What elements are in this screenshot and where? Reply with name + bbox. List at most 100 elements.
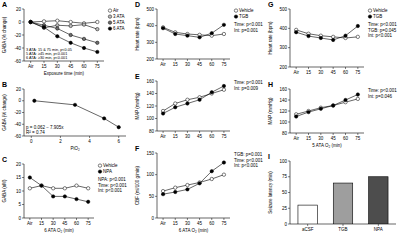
x-tick (175, 218, 176, 220)
x-axis (290, 67, 364, 68)
marker (29, 20, 32, 23)
y-axis (157, 153, 158, 218)
plot-data (161, 84, 225, 115)
x-axis (24, 136, 126, 137)
marker (186, 102, 189, 105)
x-tick-label: NPA (374, 227, 383, 232)
x-tick-label: 45 (68, 64, 74, 69)
x-tick (357, 67, 358, 69)
x-tick (163, 59, 164, 61)
x-tick (320, 67, 321, 69)
x-tick-label: 75 (221, 134, 227, 139)
x-tick-label: 75 (86, 221, 92, 226)
x-tick (343, 224, 344, 226)
plot-data (161, 161, 225, 196)
marker (307, 110, 310, 113)
x-tick-label: 15 (173, 134, 179, 139)
y-tick-label: 100 (146, 172, 154, 177)
marker (42, 26, 45, 29)
panel-label: B (2, 81, 7, 88)
annotation: NPA: p<0.001 (98, 177, 126, 182)
x-axis-label: 6 ATA O₂ (min) (44, 228, 74, 233)
marker (86, 187, 89, 190)
y-tick-label: 500 (146, 7, 154, 12)
y-tick-label: 20 (16, 87, 22, 92)
x-tick-label: 45 (197, 134, 203, 139)
x-tick-label: 15 (306, 70, 312, 75)
x-tick (97, 61, 98, 63)
marker (29, 20, 32, 23)
legend-label: Air (113, 8, 119, 13)
x-axis (157, 59, 230, 60)
x-tick-label: 75 (221, 221, 227, 226)
y-tick (288, 47, 290, 48)
y-axis (290, 9, 291, 67)
marker (117, 125, 120, 128)
marker (174, 186, 177, 189)
x-tick-label: 45 (62, 221, 68, 226)
annotation: Int: p=0.009 (234, 86, 258, 91)
x-tick (211, 59, 212, 61)
panel-label: H (268, 81, 273, 88)
panel-label: I (268, 153, 270, 160)
y-tick (155, 42, 157, 43)
x-tick (320, 133, 321, 135)
y-tick (288, 111, 290, 112)
x-tick (223, 218, 224, 220)
annotation: Time: p<0.001 (234, 158, 263, 163)
panel: B-60-40-200200246GABA (% change)PiO₂p = … (2, 81, 126, 151)
x-tick (57, 61, 58, 63)
x-tick-label: Air (160, 221, 166, 226)
y-tick (22, 48, 24, 49)
x-tick-label: 30 (318, 70, 324, 75)
y-tick (22, 100, 24, 101)
y-tick-label: -40 (14, 46, 21, 51)
y-tick-label: 140 (146, 91, 154, 96)
y-axis-label: GABA (nM) (2, 179, 7, 202)
y-axis-label: Seizure latency (min) (268, 171, 273, 214)
annotation: Time: p<0.001 (234, 22, 263, 27)
marker (33, 99, 36, 102)
x-tick-label: 0 (30, 139, 33, 144)
marker (210, 170, 213, 173)
y-tick-label: 80 (149, 129, 155, 134)
panel: H80100120140160Air1530456075MAP (mmHg)5 … (268, 81, 397, 148)
y-tick (22, 112, 24, 113)
x-tick (53, 218, 54, 220)
x-tick (70, 61, 71, 63)
y-tick-label: 140 (279, 98, 287, 103)
x-tick (118, 136, 119, 138)
x-tick-label: 30 (185, 134, 191, 139)
plot-data (298, 177, 388, 224)
marker (210, 91, 213, 94)
marker (198, 36, 201, 39)
y-tick (155, 153, 157, 154)
legend-label: 6 ATA (113, 26, 125, 31)
legend-label: 3 ATA (113, 14, 125, 19)
annotation: Time: p<0.001 (368, 88, 397, 93)
y-tick-label: 200 (279, 65, 287, 70)
y-tick (288, 161, 290, 162)
annotation: Int: p<0.001 (234, 163, 258, 168)
marker (51, 187, 54, 190)
y-tick (288, 133, 290, 134)
marker (294, 115, 297, 118)
bar (333, 183, 352, 224)
marker (161, 112, 164, 115)
x-tick (44, 61, 45, 63)
x-tick-label: 30 (185, 221, 191, 226)
marker (319, 36, 322, 39)
x-tick-label: 30 (318, 136, 324, 141)
legend-label: Vehicle (103, 163, 118, 168)
x-tick (64, 218, 65, 220)
x-tick-label: Air (28, 64, 34, 69)
legend-marker (368, 9, 371, 12)
marker (210, 31, 213, 34)
y-tick-label: 10 (16, 189, 22, 194)
bar (298, 205, 317, 224)
marker (56, 24, 59, 27)
x-tick-label: 60 (343, 136, 349, 141)
x-tick-label: 45 (331, 136, 337, 141)
x-tick (211, 131, 212, 133)
marker (331, 104, 334, 107)
